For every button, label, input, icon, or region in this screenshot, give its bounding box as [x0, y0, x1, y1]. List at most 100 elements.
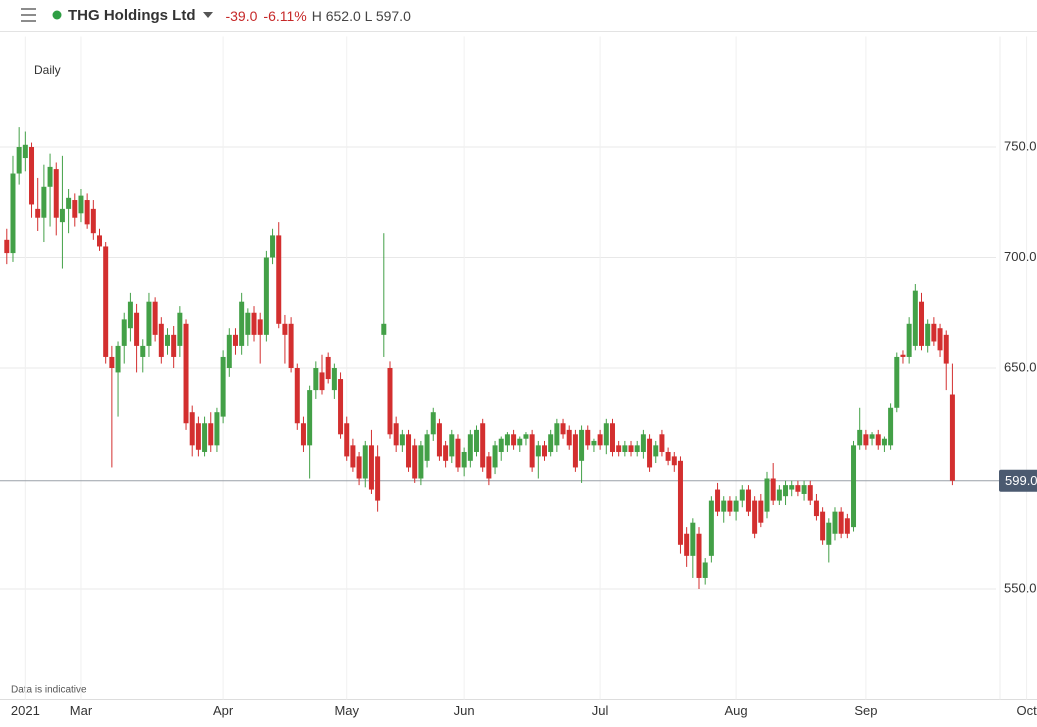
candle-body	[820, 511, 826, 541]
candle-body	[752, 500, 758, 534]
candle-body	[919, 301, 925, 346]
x-tick-label: Jul	[592, 703, 609, 718]
interval-label: Daily	[34, 63, 61, 77]
candle-body	[943, 334, 949, 364]
candle-body	[671, 456, 677, 466]
candle-body	[245, 312, 251, 335]
instrument-title[interactable]: THG Holdings Ltd	[68, 7, 196, 24]
candle-body	[430, 412, 436, 435]
candle-body	[517, 438, 523, 446]
candle-body	[665, 451, 671, 461]
candle-body	[881, 438, 887, 446]
chart: Daily Data is indicative 550.0 650.0 700.0…	[0, 36, 1037, 718]
candle-body	[789, 485, 795, 490]
candle-body	[461, 451, 467, 468]
candle-body	[745, 489, 751, 512]
candle-body	[251, 312, 257, 335]
candle-body	[183, 323, 189, 424]
candle-body	[47, 166, 53, 187]
candle-body	[436, 423, 442, 457]
candle-body	[10, 173, 16, 254]
candle-body	[356, 456, 362, 479]
candle-body	[368, 445, 374, 490]
candle-body	[566, 429, 572, 446]
candle-body	[121, 319, 127, 346]
candle-body	[492, 445, 498, 468]
candle-body	[338, 379, 344, 435]
y-tick-label: 700.0	[1004, 249, 1037, 264]
candle-body	[406, 434, 412, 468]
x-tick-label: Aug	[725, 703, 748, 718]
candle-body	[529, 434, 535, 468]
candle-body	[727, 500, 733, 512]
candle-body	[949, 394, 955, 481]
dropdown-arrow[interactable]	[195, 0, 221, 32]
candle-body	[152, 301, 158, 335]
candle-body	[770, 478, 776, 501]
candle-body	[189, 412, 195, 446]
candle-body	[572, 434, 578, 468]
candle-body	[66, 197, 72, 209]
candle-body	[906, 323, 912, 357]
candle-body	[177, 312, 183, 346]
candle-body	[708, 500, 714, 556]
y-tick-label: 650.0	[1004, 359, 1037, 374]
candle-body	[807, 485, 813, 501]
candle-body	[690, 522, 696, 556]
candle-body	[826, 522, 832, 545]
candle-body	[84, 200, 90, 225]
candle-body	[548, 434, 554, 452]
candle-body	[579, 429, 585, 461]
candle-body	[653, 445, 659, 457]
candle-body	[381, 323, 387, 335]
x-tick-label: May	[334, 703, 359, 718]
candle-body	[776, 489, 782, 501]
candle-body	[504, 434, 510, 446]
candle-body	[640, 434, 646, 452]
candle-body	[202, 423, 208, 452]
candle-body	[894, 356, 900, 408]
candle-body	[449, 434, 455, 457]
candle-body	[801, 485, 807, 494]
candle-body	[498, 438, 504, 452]
candle-body	[59, 208, 65, 223]
price-change-pct: -6.11%	[263, 7, 307, 24]
candle-body	[78, 195, 84, 214]
candle-body	[535, 445, 541, 457]
candle-body	[140, 345, 146, 357]
candle-body	[263, 257, 269, 335]
candle-body	[838, 511, 844, 534]
candle-body	[702, 562, 708, 578]
candle-body	[554, 423, 560, 446]
candle-body	[313, 368, 319, 391]
price-tag-label: 599.0	[1005, 473, 1037, 488]
price-change: -39.0	[225, 7, 258, 24]
candle-body	[208, 423, 214, 446]
candle-body	[875, 434, 881, 446]
candle-body	[424, 434, 430, 461]
candle-body	[863, 434, 869, 446]
candle-body	[634, 445, 640, 452]
candle-body	[832, 511, 838, 534]
x-tick-label: Jun	[454, 703, 475, 718]
candle-body	[276, 235, 282, 324]
candle-body	[937, 328, 943, 351]
candle-body	[412, 445, 418, 479]
candle-body	[393, 423, 399, 446]
candle-body	[467, 434, 473, 461]
candle-body	[257, 319, 263, 335]
menu-icon[interactable]	[0, 0, 40, 32]
candle-body	[134, 312, 140, 346]
candle-body	[41, 186, 47, 218]
note: Data is indicative	[11, 685, 87, 696]
candle-body	[733, 500, 739, 512]
candle-body	[931, 323, 937, 342]
candle-body	[171, 334, 177, 357]
candle-body	[783, 485, 789, 497]
candle-body	[72, 200, 78, 218]
candle-body	[480, 423, 486, 468]
candle-body	[474, 429, 480, 452]
candle-body	[647, 438, 653, 468]
x-tick-label: Oct	[1016, 703, 1037, 718]
